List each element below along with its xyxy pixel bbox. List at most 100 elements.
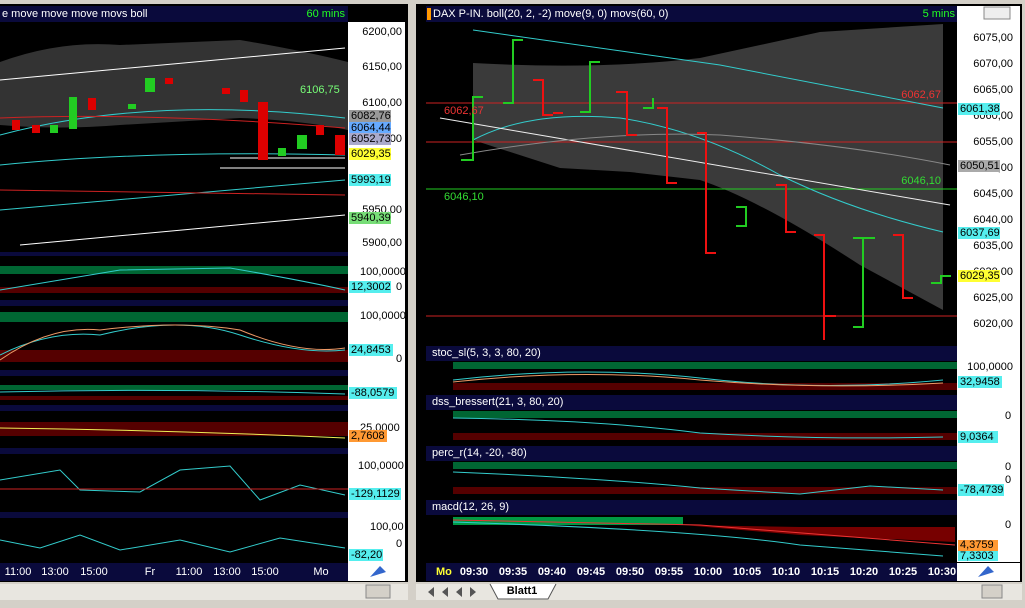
trend-lines <box>0 47 346 246</box>
ind-label: 0 <box>396 281 402 293</box>
ind-label: 32,9458 <box>960 376 1000 388</box>
ind-label: -129,1129 <box>351 488 400 500</box>
ind-label: 100,0000 <box>360 310 406 322</box>
ind-label: 100,0000 <box>360 266 406 278</box>
time-tick: 15:00 <box>251 566 279 578</box>
time-tick: 10:25 <box>889 566 917 578</box>
time-tick: Mo <box>436 566 452 578</box>
price-tick: 6040,00 <box>973 214 1013 226</box>
ind-name: perc_r(14, -20, -80) <box>432 447 527 459</box>
right-timeframe: 5 mins <box>923 8 956 20</box>
left-time-axis: 11:00 13:00 15:00 Fr 11:00 13:00 15:00 M… <box>5 566 329 578</box>
ind-label: 12,3002 <box>351 281 391 293</box>
time-tick: 09:40 <box>538 566 566 578</box>
time-tick: 09:50 <box>616 566 644 578</box>
annotation: 6062,67 <box>901 89 941 101</box>
price-tick: 6045,00 <box>973 188 1013 200</box>
ind-label: -82,20 <box>351 549 382 561</box>
left-timeframe: 60 mins <box>306 8 345 20</box>
annotation: 6046,10 <box>901 175 941 187</box>
annotation: 6106,75 <box>300 84 340 96</box>
time-tick: 09:35 <box>499 566 527 578</box>
right-price-labels: 6061,38 6050,51 6037,69 6029,35 <box>958 103 1000 282</box>
ind-label: 0 <box>396 353 402 365</box>
price-tick: 6020,00 <box>973 318 1013 330</box>
time-tick: Mo <box>313 566 328 578</box>
time-tick: 11:00 <box>176 566 203 578</box>
time-tick: 10:30 <box>928 566 956 578</box>
tool-icon[interactable] <box>370 566 386 577</box>
scroll-thumb[interactable] <box>365 584 391 599</box>
time-tick: 10:05 <box>733 566 761 578</box>
down-bars <box>533 79 913 340</box>
time-tick: 09:30 <box>460 566 488 578</box>
price-label: 5993,19 <box>351 174 391 186</box>
candles <box>12 78 345 160</box>
annotation: 6046,10 <box>444 191 484 203</box>
price-tick: 6150,00 <box>362 61 402 73</box>
left-price-labels: 6082,76 6064,44 6052,73 6029,35 5993,19 … <box>349 110 391 224</box>
ind-label: 100,0000 <box>358 460 404 472</box>
left-scrollbar[interactable] <box>0 584 408 600</box>
right-title: DAX P-IN. boll(20, 2, -2) move(9, 0) mov… <box>433 8 668 20</box>
price-tick: 5900,00 <box>362 237 402 249</box>
price-label: 6037,69 <box>960 227 1000 239</box>
time-tick: 10:20 <box>850 566 878 578</box>
ind-label: 0 <box>1005 461 1011 473</box>
trend-line <box>439 117 951 206</box>
tool-icon[interactable] <box>978 566 994 577</box>
ind-label: -88,0579 <box>351 387 394 399</box>
right-indicators: stoc_sl(5, 3, 3, 80, 20) 100,0000 32,945… <box>426 346 1013 562</box>
up-bars <box>461 39 654 161</box>
up-bars-late <box>736 206 951 328</box>
red-lines <box>0 115 346 196</box>
annotation: 6062,67 <box>444 105 484 117</box>
price-tick: 6075,00 <box>973 32 1013 44</box>
price-label: 6052,73 <box>351 133 391 145</box>
scroll-thumb[interactable] <box>981 584 1003 599</box>
ind-label: 0 <box>1005 519 1011 531</box>
ind-name: dss_bressert(21, 3, 80, 20) <box>432 396 563 408</box>
sheet-tab[interactable] <box>489 583 557 600</box>
ind-label: 0 <box>396 538 402 550</box>
price-label: 6029,35 <box>351 148 391 160</box>
left-indicators: 100,0000 12,3002 0 100,0000 24,8453 0 -8… <box>0 252 406 561</box>
ind-label: 100,0000 <box>967 361 1013 373</box>
ind-label: 0 <box>1005 410 1011 422</box>
time-tick: 09:45 <box>577 566 605 578</box>
ind-label: 24,8453 <box>351 344 391 356</box>
ind-label: -78,4739 <box>960 484 1003 496</box>
time-tick: 13:00 <box>213 566 241 578</box>
ind-label: 4,3759 <box>960 539 994 551</box>
ind-label: 9,0364 <box>960 431 994 443</box>
time-tick: 10:00 <box>694 566 722 578</box>
time-tick: 15:00 <box>80 566 108 578</box>
red-hlines <box>426 102 957 317</box>
price-label: 6029,35 <box>960 270 1000 282</box>
time-tick: 13:00 <box>41 566 69 578</box>
right-panel: DAX P-IN. boll(20, 2, -2) move(9, 0) mov… <box>416 4 1022 600</box>
price-tick: 6065,00 <box>973 84 1013 96</box>
right-header <box>426 6 957 22</box>
sheet-tab-label[interactable]: Blatt1 <box>507 585 538 597</box>
right-time-axis: Mo 09:30 09:35 09:40 09:45 09:50 09:55 1… <box>436 566 956 578</box>
price-tick: 6055,00 <box>973 136 1013 148</box>
avg-lines <box>0 109 346 211</box>
time-tick: 09:55 <box>655 566 683 578</box>
ind-label: 0 <box>1005 474 1011 486</box>
price-label: 6064,44 <box>351 122 391 134</box>
price-label: 6082,76 <box>351 110 391 122</box>
price-label: 6050,51 <box>960 160 1000 172</box>
tab-bar <box>416 584 1022 600</box>
ind-label: 7,3303 <box>960 550 994 562</box>
price-tick: 6025,00 <box>973 292 1013 304</box>
ind-label: 100,00 <box>370 521 404 533</box>
left-header <box>0 6 348 22</box>
window-button[interactable] <box>983 6 1011 20</box>
left-panel: e move move move movs boll 60 mins 6200,… <box>0 4 408 600</box>
left-time-bg <box>0 563 348 581</box>
right-axis-bg <box>957 6 1020 562</box>
ind-name: stoc_sl(5, 3, 3, 80, 20) <box>432 347 541 359</box>
